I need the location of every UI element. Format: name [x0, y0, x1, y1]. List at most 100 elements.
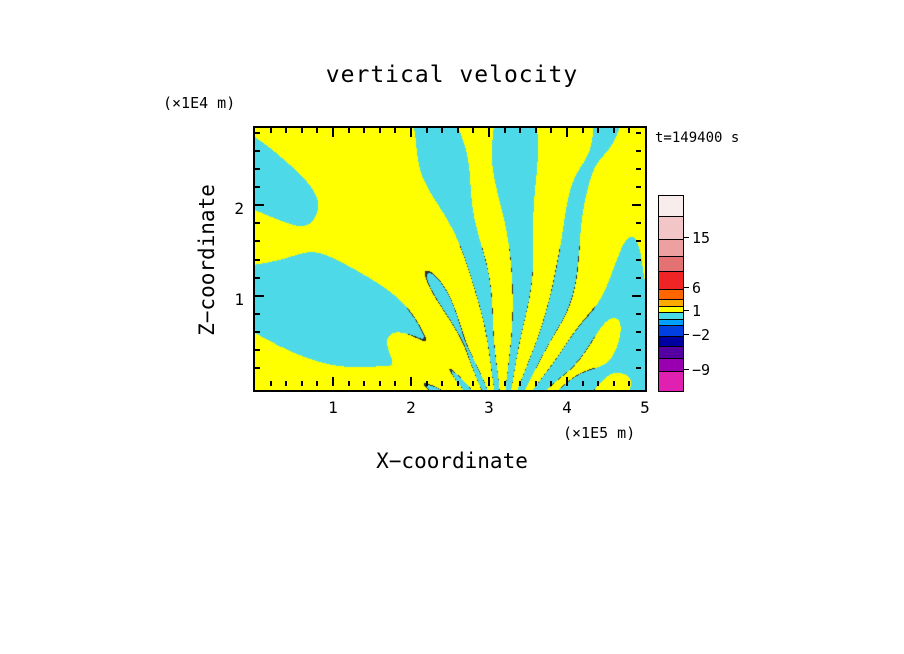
- x-axis-tick: [456, 128, 459, 133]
- x-axis-tick: [269, 128, 272, 133]
- colorbar-segment: [659, 289, 683, 299]
- x-axis-tick: [316, 381, 319, 386]
- x-axis-tick: [332, 377, 334, 386]
- x-axis-tick: [488, 377, 490, 386]
- x-axis-tick: [581, 128, 584, 133]
- colorbar-segment: [659, 336, 683, 346]
- x-tick-label: 3: [484, 398, 494, 417]
- y-axis-tick: [255, 258, 260, 261]
- y-axis-tick: [632, 294, 641, 297]
- y-axis-tick: [636, 348, 641, 351]
- x-axis-tick: [363, 381, 366, 386]
- colorbar-segment: [659, 271, 683, 289]
- y-axis-tick: [255, 168, 260, 171]
- x-axis-tick: [628, 381, 631, 386]
- colorbar-segment: [659, 319, 683, 325]
- x-axis-tick: [394, 128, 397, 133]
- velocity-field-canvas: [255, 128, 645, 390]
- x-axis-tick: [300, 128, 303, 133]
- colorbar: [658, 195, 684, 392]
- y-axis-tick: [255, 132, 260, 135]
- x-axis-tick: [456, 381, 459, 386]
- y-axis-tick: [636, 312, 641, 315]
- x-axis-tick: [612, 381, 615, 386]
- x-axis-tick: [566, 377, 568, 386]
- x-axis-tick: [472, 128, 475, 133]
- x-axis-tick: [628, 128, 631, 133]
- x-axis-tick: [597, 381, 600, 386]
- y-axis-tick: [636, 186, 641, 189]
- x-axis-tick: [394, 381, 397, 386]
- x-axis-tick: [597, 128, 600, 133]
- x-tick-label: 1: [328, 398, 338, 417]
- y-axis-tick: [255, 348, 260, 351]
- x-axis-tick: [488, 128, 490, 137]
- colorbar-segment: [659, 358, 683, 371]
- colorbar-label: 6: [692, 279, 702, 297]
- y-axis-unit-label: (×1E4 m): [163, 94, 236, 112]
- colorbar-label: 15: [692, 229, 711, 247]
- x-axis-label: X−coordinate: [376, 449, 528, 473]
- x-axis-tick: [285, 128, 288, 133]
- x-axis-tick: [519, 128, 522, 133]
- x-axis-tick: [410, 377, 412, 386]
- x-axis-tick: [425, 381, 428, 386]
- x-axis-tick: [581, 381, 584, 386]
- y-axis-label: Z−coordinate: [195, 184, 219, 336]
- colorbar-label: −2: [692, 326, 711, 344]
- y-axis-tick: [636, 240, 641, 243]
- x-axis-tick: [550, 128, 553, 133]
- plot-area: [253, 126, 647, 392]
- x-axis-tick: [347, 128, 350, 133]
- x-axis-tick: [285, 381, 288, 386]
- y-axis-tick: [255, 276, 260, 279]
- colorbar-segment: [659, 256, 683, 271]
- colorbar-tick: [684, 369, 689, 370]
- colorbar-tick: [684, 310, 689, 311]
- colorbar-tick: [684, 237, 689, 238]
- y-axis-tick: [255, 240, 260, 243]
- x-axis-tick: [425, 128, 428, 133]
- x-axis-tick: [332, 128, 334, 137]
- x-axis-tick: [378, 128, 381, 133]
- x-axis-tick: [410, 128, 412, 137]
- x-tick-label: 4: [562, 398, 572, 417]
- colorbar-segment: [659, 306, 683, 312]
- x-axis-tick: [534, 128, 537, 133]
- y-axis-tick: [255, 366, 260, 369]
- y-axis-tick: [255, 150, 260, 153]
- x-axis-tick: [534, 381, 537, 386]
- colorbar-segment: [659, 312, 683, 319]
- y-axis-tick: [636, 330, 641, 333]
- x-axis-tick: [441, 128, 444, 133]
- y-axis-tick: [636, 276, 641, 279]
- colorbar-label: −9: [692, 361, 711, 379]
- x-axis-tick: [441, 381, 444, 386]
- x-axis-unit-label: (×1E5 m): [563, 424, 636, 442]
- colorbar-segment: [659, 196, 683, 216]
- x-axis-tick: [503, 128, 506, 133]
- x-axis-tick: [566, 128, 568, 137]
- colorbar-segment: [659, 346, 683, 358]
- x-tick-label: 5: [640, 398, 650, 417]
- y-axis-tick: [255, 330, 260, 333]
- y-tick-label: 2: [234, 199, 244, 219]
- x-axis-tick: [316, 128, 319, 133]
- y-axis-tick: [636, 258, 641, 261]
- y-axis-tick: [636, 132, 641, 135]
- x-axis-tick: [269, 381, 272, 386]
- y-axis-tick: [255, 204, 264, 207]
- chart-title: vertical velocity: [325, 62, 579, 88]
- x-axis-tick: [300, 381, 303, 386]
- x-axis-tick: [550, 381, 553, 386]
- y-axis-tick: [636, 168, 641, 171]
- colorbar-tick: [684, 287, 689, 288]
- x-axis-tick: [378, 381, 381, 386]
- y-axis-tick: [636, 150, 641, 153]
- y-tick-label: 1: [234, 289, 244, 309]
- colorbar-segment: [659, 299, 683, 306]
- time-annotation: t=149400 s: [655, 130, 740, 146]
- x-axis-tick: [612, 128, 615, 133]
- y-axis-tick: [636, 222, 641, 225]
